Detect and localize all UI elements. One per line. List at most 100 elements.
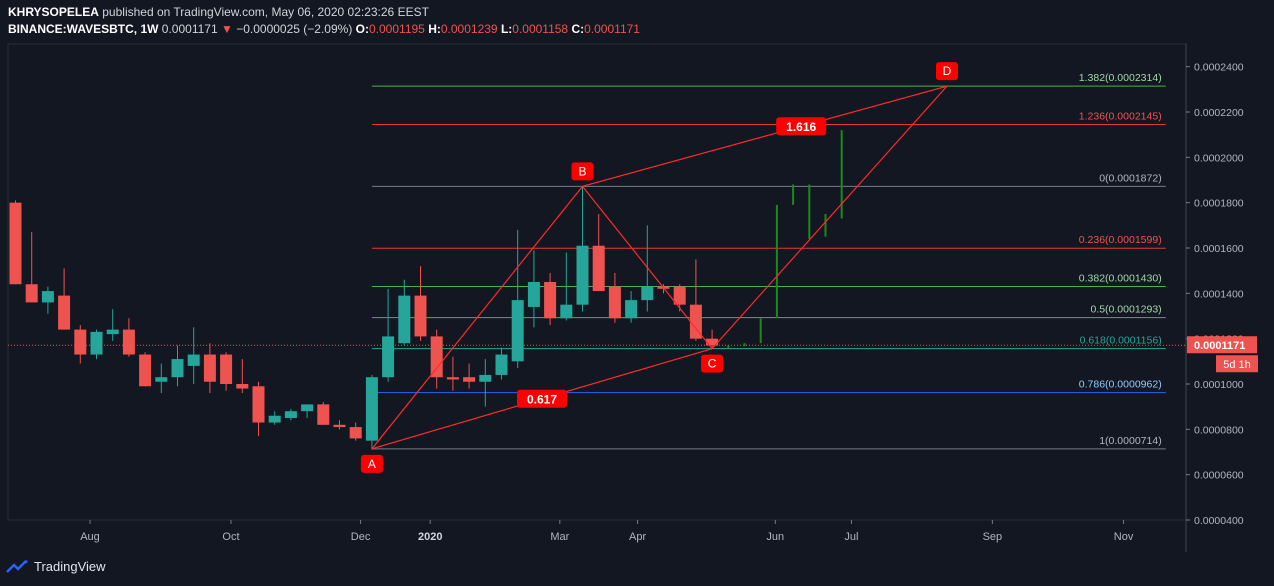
y-tick-label: 0.0002400 bbox=[1194, 62, 1244, 74]
harmonic-point-d: D bbox=[936, 62, 958, 81]
harmonic-point-c: C bbox=[701, 354, 724, 373]
y-tick-label: 0.0000800 bbox=[1194, 424, 1244, 436]
y-tick-label: 0.0001800 bbox=[1194, 198, 1244, 210]
candle-body bbox=[9, 202, 22, 285]
projection-bar bbox=[808, 184, 811, 239]
fib-level-label: 0.382(0.0001430) bbox=[1079, 273, 1162, 285]
candle-body bbox=[479, 374, 492, 382]
candle-body bbox=[560, 304, 573, 319]
candle-body bbox=[641, 286, 654, 301]
candle-body bbox=[236, 384, 249, 389]
candle-body bbox=[576, 245, 589, 305]
x-tick-label: 2020 bbox=[418, 531, 442, 543]
candle-body bbox=[592, 245, 605, 292]
ohlc-line: BINANCE:WAVESBTC, 1W 0.0001171 ▼ −0.0000… bbox=[8, 21, 640, 38]
last-price: 0.0001171 bbox=[161, 22, 218, 36]
y-tick-label: 0.0001400 bbox=[1194, 288, 1244, 300]
low-label: L: bbox=[500, 22, 513, 36]
point-label-text: C bbox=[708, 357, 717, 371]
candle-body bbox=[301, 404, 314, 412]
candle-body bbox=[349, 427, 362, 439]
last-price-tag-text: 0.0001171 bbox=[1194, 340, 1245, 352]
candle-body bbox=[220, 354, 233, 384]
candle-body bbox=[673, 286, 686, 305]
x-tick-label: Jul bbox=[844, 531, 858, 543]
x-tick-label: Apr bbox=[629, 531, 646, 543]
point-label-bg bbox=[571, 162, 594, 181]
candle-body bbox=[187, 354, 200, 366]
candle-body bbox=[252, 386, 265, 423]
candle-body bbox=[625, 300, 638, 319]
candle-body bbox=[203, 354, 216, 382]
chart-header: KHRYSOPELEA published on TradingView.com… bbox=[8, 4, 640, 38]
candle-body bbox=[317, 404, 330, 425]
y-tick-label: 0.0000400 bbox=[1194, 515, 1244, 527]
ratio-label-text: 1.616 bbox=[786, 120, 816, 134]
high-label: H: bbox=[428, 22, 441, 36]
projection-bar bbox=[840, 130, 843, 219]
candle-body bbox=[382, 336, 395, 378]
point-label-bg bbox=[701, 354, 724, 373]
candle-body bbox=[25, 284, 38, 303]
close-value: 0.0001171 bbox=[584, 22, 640, 36]
projection-bar bbox=[727, 345, 730, 349]
candle-body bbox=[155, 377, 168, 382]
open-label: O: bbox=[355, 22, 369, 36]
candle-body bbox=[171, 359, 184, 378]
point-label-bg bbox=[360, 454, 383, 473]
x-tick-label: Mar bbox=[550, 531, 569, 543]
candle-body bbox=[544, 282, 557, 319]
fib-level-label: 0.786(0.0000962) bbox=[1079, 379, 1162, 391]
projection-bar bbox=[792, 184, 795, 205]
harmonic-leg-bc bbox=[582, 185, 713, 350]
price-change: −0.0000025 (−2.09%) bbox=[236, 22, 353, 36]
point-label-text: A bbox=[368, 457, 376, 471]
projection-bar bbox=[824, 214, 827, 237]
y-tick-label: 0.0002200 bbox=[1194, 107, 1244, 119]
harmonic-leg-cd bbox=[711, 85, 948, 350]
fib-level-label: 0.618(0.0001156) bbox=[1080, 335, 1162, 347]
fib-level-label: 1.236(0.0002145) bbox=[1079, 110, 1162, 122]
candle-body bbox=[527, 282, 540, 307]
candle-body bbox=[398, 295, 411, 344]
harmonic-leg-bd bbox=[582, 85, 948, 187]
footer: TradingView bbox=[6, 559, 106, 574]
projection-bar bbox=[743, 343, 746, 347]
ratio-label-bg bbox=[517, 389, 567, 408]
ratio-label: 1.616 bbox=[776, 117, 827, 136]
x-tick-label: Oct bbox=[222, 531, 239, 543]
brand-name[interactable]: TradingView bbox=[34, 559, 106, 574]
ratio-label-text: 0.617 bbox=[527, 393, 557, 407]
y-tick-label: 0.0001600 bbox=[1194, 243, 1244, 255]
candle-body bbox=[511, 300, 524, 362]
point-label-text: D bbox=[943, 64, 952, 78]
candle-body bbox=[414, 295, 427, 337]
publish-info: published on TradingView.com, May 06, 20… bbox=[102, 5, 429, 19]
projection-bar bbox=[775, 204, 778, 319]
x-tick-label: Aug bbox=[80, 531, 100, 543]
author-name[interactable]: KHRYSOPELEA bbox=[8, 5, 99, 19]
harmonic-point-b: B bbox=[571, 162, 594, 181]
countdown-tag: 5d 1h bbox=[1216, 355, 1258, 373]
candle-body bbox=[495, 354, 508, 375]
candle-body bbox=[268, 415, 281, 423]
symbol-label[interactable]: BINANCE:WAVESBTC, 1W bbox=[8, 22, 159, 36]
candle-body bbox=[122, 329, 135, 355]
candle-body bbox=[41, 291, 54, 303]
candle-body bbox=[608, 286, 621, 319]
candle-body bbox=[139, 354, 152, 387]
candle-body bbox=[365, 377, 378, 441]
fib-level-label: 0.5(0.0001293) bbox=[1090, 304, 1161, 316]
candle-body bbox=[90, 331, 103, 355]
low-value: 0.0001158 bbox=[512, 22, 569, 36]
publish-line: KHRYSOPELEA published on TradingView.com… bbox=[8, 4, 640, 21]
projection-bar bbox=[759, 318, 762, 344]
candle-body bbox=[463, 377, 476, 382]
fib-level-label: 1(0.0000714) bbox=[1099, 435, 1161, 447]
candle-body bbox=[446, 377, 459, 380]
fib-level-label: 0(0.0001872) bbox=[1099, 172, 1161, 184]
down-arrow-icon: ▼ bbox=[220, 22, 233, 36]
ratio-label: 0.617 bbox=[517, 389, 567, 408]
candle-body bbox=[333, 424, 346, 428]
